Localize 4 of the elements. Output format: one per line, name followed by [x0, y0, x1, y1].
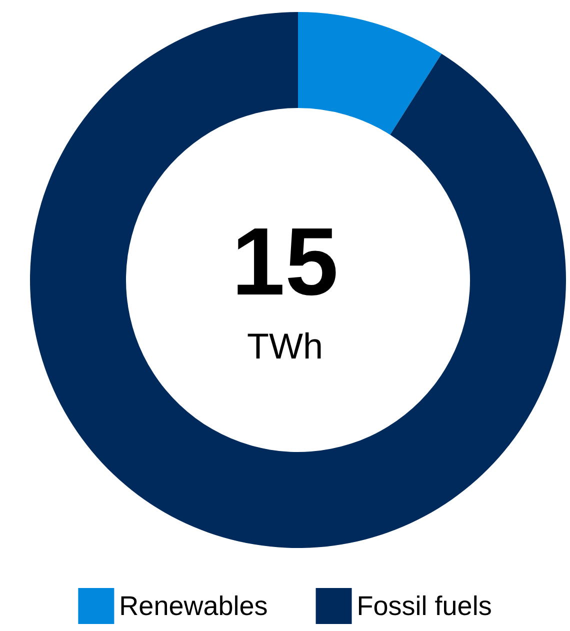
- legend-label: Renewables: [119, 591, 268, 621]
- legend-label: Fossil fuels: [356, 591, 492, 621]
- text: 15: [232, 208, 338, 316]
- text: TWh: [247, 326, 323, 366]
